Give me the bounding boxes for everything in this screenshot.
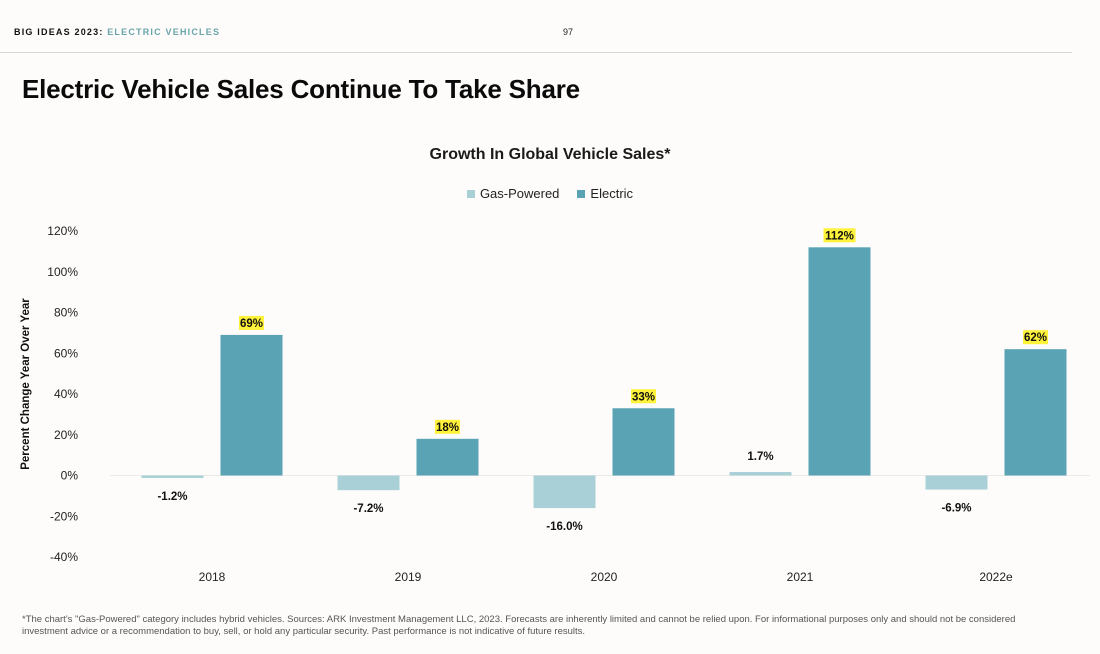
data-label-gas: -1.2%	[157, 491, 187, 503]
legend-swatch-electric	[577, 189, 586, 198]
chart-title: Growth In Global Vehicle Sales*	[429, 146, 671, 163]
bar-gas	[729, 472, 792, 476]
legend-item-electric: Electric	[577, 186, 633, 201]
bar-gas	[533, 475, 596, 509]
data-label-gas: 1.7%	[747, 451, 773, 463]
data-label-highlight	[631, 389, 656, 404]
data-label-electric: 69%	[240, 318, 263, 330]
bar-electric	[1004, 349, 1067, 476]
bar-electric	[416, 438, 479, 476]
legend-item-gas: Gas-Powered	[466, 186, 560, 201]
y-tick-label: 0%	[61, 469, 79, 483]
footnote-line-1: *The chart's "Gas-Powered" category incl…	[22, 614, 1016, 625]
data-label-highlight	[1023, 330, 1048, 345]
y-tick-label: 120%	[47, 224, 78, 238]
data-label-electric: 62%	[1024, 332, 1047, 344]
data-label-gas: -6.9%	[941, 503, 971, 515]
footnote-line-2: investment advice or a recommendation to…	[22, 626, 586, 637]
data-label-highlight	[823, 228, 856, 243]
y-axis-label: Percent Change Year Over Year	[20, 298, 32, 470]
chart-legend: Gas-Powered Electric	[0, 186, 1100, 201]
slide-header: BIG IDEAS 2023: ELECTRIC VEHICLES	[14, 27, 220, 37]
data-label-gas: -16.0%	[546, 521, 582, 533]
x-tick-label: 2020	[591, 570, 618, 584]
y-tick-label: 100%	[47, 265, 78, 279]
header-brand: BIG IDEAS 2023:	[14, 27, 104, 37]
data-label-gas: -7.2%	[353, 503, 383, 515]
bar-gas	[141, 475, 204, 478]
x-tick-label: 2022e	[979, 570, 1013, 584]
x-tick-label: 2019	[395, 570, 422, 584]
bar-electric	[808, 247, 871, 476]
bar-electric	[612, 408, 675, 476]
bar-gas	[337, 475, 400, 491]
footnote: *The chart's "Gas-Powered" category incl…	[22, 614, 1100, 638]
header-divider	[0, 52, 1072, 53]
legend-label-electric: Electric	[590, 186, 634, 201]
y-tick-label: 40%	[54, 387, 78, 401]
data-label-electric: 18%	[436, 422, 459, 434]
header-section: ELECTRIC VEHICLES	[107, 27, 221, 37]
data-label-electric: 33%	[632, 391, 655, 403]
y-tick-label: 60%	[54, 346, 78, 360]
y-tick-label: 80%	[54, 306, 78, 320]
legend-swatch-gas	[466, 189, 475, 198]
page-title: Electric Vehicle Sales Continue To Take …	[22, 74, 580, 104]
y-tick-label: 20%	[54, 428, 78, 442]
bar-electric	[220, 334, 283, 476]
y-tick-label: -40%	[50, 550, 78, 564]
data-label-highlight	[435, 419, 460, 434]
page-number: 97	[563, 27, 574, 37]
bar-gas	[925, 475, 988, 490]
data-label-electric: 112%	[825, 230, 854, 242]
x-tick-label: 2018	[199, 570, 226, 584]
y-tick-label: -20%	[50, 509, 78, 523]
legend-label-gas: Gas-Powered	[479, 186, 560, 201]
data-label-highlight	[239, 315, 264, 330]
x-tick-label: 2021	[787, 570, 814, 584]
